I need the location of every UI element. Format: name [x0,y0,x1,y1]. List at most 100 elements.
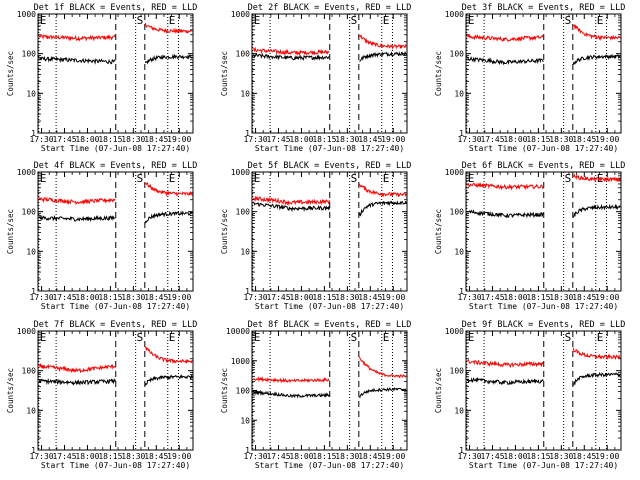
panel-7: Det 7f BLACK = Events, RED = LLD 1 10 100 10… [6,320,197,470]
time-marker-label: E [169,14,176,27]
time-marker-label: S [137,14,144,27]
y-tick-label: 1000 [445,168,464,177]
x-tick-label: 17:30 [30,135,54,144]
x-axis-label: Start Time (07-Jun-08 17:27:40) [255,461,404,470]
time-marker-label: E [597,331,604,344]
x-tick-label: 19:00 [595,452,619,461]
panel-title: Det 3f BLACK = Events, RED = LLD [462,3,626,13]
y-axis-label: Counts/sec [6,368,15,413]
x-tick-label: 19:00 [167,135,191,144]
x-tick-label: 18:15 [526,135,550,144]
x-tick-label: 18:00 [503,452,527,461]
x-tick-label: 17:30 [244,293,268,302]
y-axis-label: Counts/sec [220,51,229,96]
plot-frame [37,13,194,134]
x-tick-label: 18:15 [98,135,122,144]
y-tick-label: 1000 [231,357,250,366]
x-tick-label: 18:45 [358,293,382,302]
y-tick-label: 1 [459,446,464,455]
time-marker-label: E [468,172,475,185]
x-tick-label: 18:15 [526,293,550,302]
y-axis-label: Counts/sec [434,51,443,96]
y-tick-label: 10 [454,89,464,98]
x-axis-label: Start Time (07-Jun-08 17:27:40) [469,302,618,311]
y-tick-label: 1 [245,129,250,138]
x-tick-label: 18:45 [572,135,596,144]
x-tick-label: 18:45 [358,452,382,461]
series-events-line [252,387,407,399]
y-tick-label: 10000 [226,327,250,336]
y-axis-label: Counts/sec [434,368,443,413]
x-tick-label: 18:15 [312,135,336,144]
plot-frame [465,13,622,134]
y-tick-label: 100 [450,367,465,376]
y-tick-label: 10 [26,406,36,415]
time-marker-label: S [137,172,144,185]
x-axis-label: Start Time (07-Jun-08 17:27:40) [469,461,618,470]
series-events-line [38,374,193,386]
panel-title: Det 4f BLACK = Events, RED = LLD [34,161,198,171]
x-axis-label: Start Time (07-Jun-08 17:27:40) [41,144,190,153]
time-marker-label: E [40,331,47,344]
y-tick-label: 10 [454,247,464,256]
x-tick-label: 18:00 [289,293,313,302]
x-tick-label: 18:00 [503,135,527,144]
panel-title: Det 1f BLACK = Events, RED = LLD [34,3,198,13]
time-marker-label: E [254,331,261,344]
x-axis-label: Start Time (07-Jun-08 17:27:40) [41,302,190,311]
y-axis-label: Counts/sec [220,368,229,413]
x-tick-label: 18:45 [572,452,596,461]
y-axis-label: Counts/sec [434,209,443,254]
time-marker-label: E [254,14,261,27]
series-events-line [39,53,193,65]
x-tick-label: 19:00 [595,135,619,144]
y-tick-label: 100 [450,50,465,59]
series-lld-line [253,183,407,206]
series-events-line [466,203,621,219]
x-tick-label: 18:15 [98,452,122,461]
x-axis-label: Start Time (07-Jun-08 17:27:40) [255,302,404,311]
x-tick-label: 18:00 [75,135,99,144]
time-marker-label: E [468,14,475,27]
y-tick-label: 1 [459,129,464,138]
panel-title: Det 9f BLACK = Events, RED = LLD [462,320,626,330]
time-marker-label: S [351,14,358,27]
x-tick-label: 18:30 [335,293,359,302]
x-tick-label: 18:30 [335,135,359,144]
x-tick-label: 18:30 [121,135,145,144]
y-tick-label: 10 [240,416,250,425]
x-tick-label: 18:45 [572,293,596,302]
x-tick-label: 17:45 [480,293,504,302]
y-tick-label: 10 [240,89,250,98]
panel-8: Det 8f BLACK = Events, RED = LLD 1 10 100 10… [220,320,411,470]
y-tick-label: 100 [22,367,37,376]
x-tick-label: 17:45 [52,452,76,461]
plot-frame [465,330,622,451]
x-tick-label: 18:30 [121,293,145,302]
time-marker-label: E [383,14,390,27]
time-marker-label: E [169,331,176,344]
x-tick-label: 18:30 [549,293,573,302]
x-tick-label: 17:45 [266,452,290,461]
y-tick-label: 1 [31,129,36,138]
plot-frame [251,171,408,292]
y-tick-label: 1000 [17,10,36,19]
y-axis-label: Counts/sec [6,209,15,254]
x-tick-label: 17:30 [30,293,54,302]
x-tick-label: 18:00 [289,135,313,144]
x-tick-label: 18:15 [312,293,336,302]
x-tick-label: 19:00 [381,293,405,302]
x-tick-label: 17:30 [30,452,54,461]
time-marker-label: E [383,331,390,344]
time-marker-label: S [565,331,572,344]
time-marker-label: E [597,14,604,27]
y-tick-label: 10 [240,247,250,256]
y-tick-label: 10 [26,247,36,256]
x-tick-label: 19:00 [167,452,191,461]
plot-frame [465,171,622,292]
y-tick-label: 1000 [231,10,250,19]
time-marker-label: E [169,172,176,185]
y-axis-label: Counts/sec [6,51,15,96]
time-marker-label: E [40,14,47,27]
